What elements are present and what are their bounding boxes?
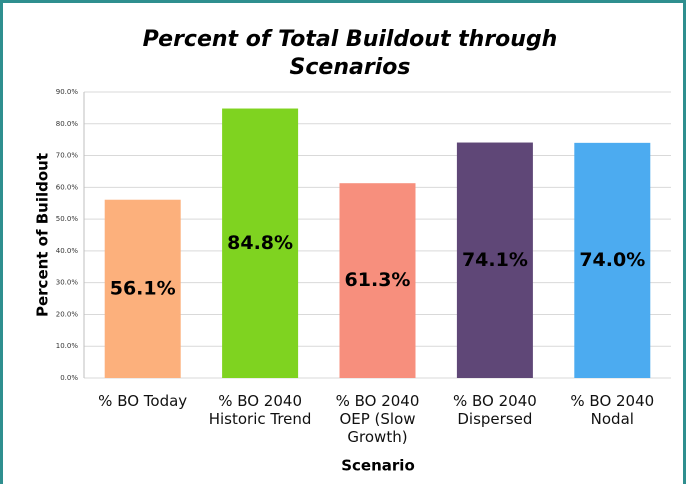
data-label: 74.0% xyxy=(579,249,645,271)
bar xyxy=(339,183,416,378)
bar xyxy=(222,108,299,378)
x-tick-label: % BO 2040 Nodal xyxy=(570,392,655,428)
data-label: 61.3% xyxy=(345,269,411,291)
y-tick-label: 40.0% xyxy=(56,247,79,255)
y-tick-label: 20.0% xyxy=(56,310,79,318)
y-axis-label: Percent of Buildout xyxy=(34,153,52,317)
y-tick-label: 70.0% xyxy=(56,152,79,160)
x-tick-label: % BO 2040 OEP (Slow Growth) xyxy=(335,392,420,446)
bar xyxy=(574,142,651,378)
x-tick-label: % BO Today xyxy=(98,392,188,410)
data-label: 56.1% xyxy=(110,277,176,299)
y-tick-label: 60.0% xyxy=(56,183,79,191)
bar xyxy=(104,199,181,378)
data-label: 74.1% xyxy=(462,249,528,271)
x-tick-label: % BO 2040 Dispersed xyxy=(452,392,537,428)
x-axis-label: Scenario xyxy=(341,457,415,475)
y-tick-label: 10.0% xyxy=(56,342,79,350)
y-tick-label: 0.0% xyxy=(60,374,78,382)
y-tick-label: 80.0% xyxy=(56,120,79,128)
x-tick-label: % BO 2040 Historic Trend xyxy=(208,392,312,428)
chart-title: Percent of Total Buildout through Scenar… xyxy=(142,27,558,80)
y-tick-label: 90.0% xyxy=(56,88,79,96)
bar xyxy=(456,142,533,378)
y-tick-label: 50.0% xyxy=(56,215,79,223)
data-label: 84.8% xyxy=(227,232,293,254)
y-tick-label: 30.0% xyxy=(56,279,79,287)
